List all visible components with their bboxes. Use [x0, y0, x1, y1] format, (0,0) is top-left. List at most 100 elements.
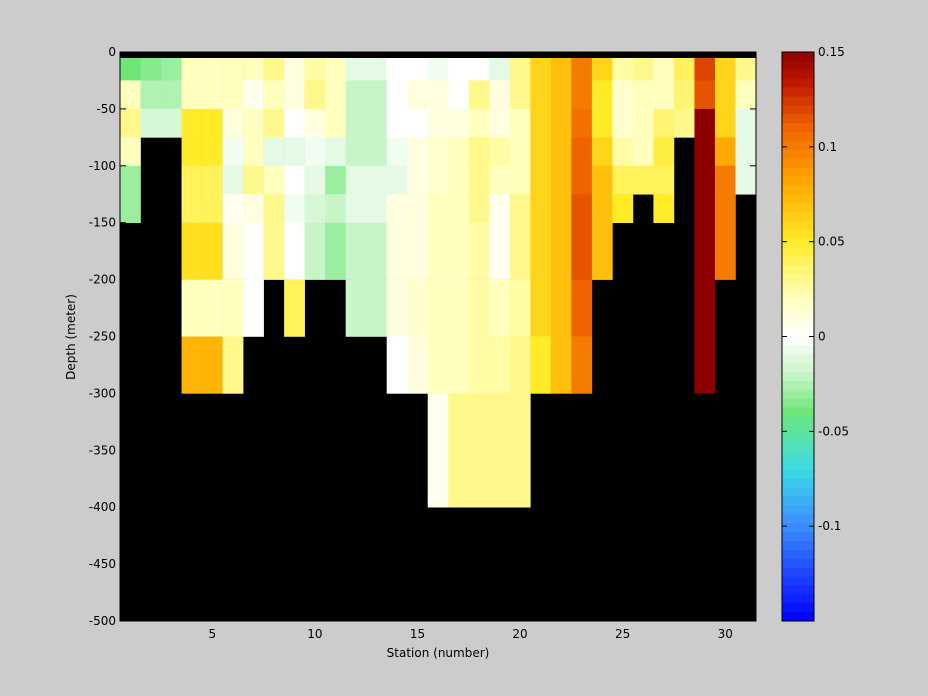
colorbar-band	[782, 60, 814, 71]
heatmap-cell	[509, 222, 531, 280]
heatmap-cell	[571, 137, 593, 167]
colorbar-tick-label: -0.05	[818, 424, 849, 438]
heatmap-cell	[304, 108, 326, 138]
heatmap-cell	[284, 137, 305, 167]
y-tick-label: -200	[89, 273, 116, 287]
heatmap-cell	[714, 165, 736, 195]
heatmap-cell	[140, 80, 162, 110]
heatmap-cell	[694, 279, 716, 337]
heatmap-cell	[632, 108, 654, 138]
colorbar-band	[782, 158, 814, 168]
heatmap-cell	[263, 108, 285, 138]
heatmap-cell	[489, 108, 511, 138]
colorbar-band	[782, 212, 814, 222]
heatmap-cell	[140, 108, 162, 138]
heatmap-cell	[386, 137, 408, 167]
heatmap-cell	[407, 80, 429, 110]
heatmap-cell	[448, 165, 470, 195]
heatmap-cell	[591, 222, 613, 280]
heatmap-cell	[509, 165, 531, 195]
heatmap-cell	[222, 222, 244, 280]
heatmap-cell	[694, 194, 716, 223]
y-axis-ticks: 0 -50 -100 -150 -200 -250 -300 -350 -400 -450 -500	[89, 45, 756, 628]
heatmap-cell	[366, 279, 388, 337]
colorbar-band	[782, 452, 814, 462]
heatmap-cell	[714, 108, 736, 138]
colorbar-band	[782, 185, 814, 195]
heatmap-cell	[222, 165, 244, 195]
colorbar-band	[782, 549, 814, 560]
heatmap-cell	[181, 222, 203, 280]
colorbar-band	[782, 523, 814, 533]
colorbar-band	[782, 52, 814, 62]
heatmap-cell	[325, 194, 346, 223]
colorbar-band	[782, 238, 814, 248]
heatmap-cell	[243, 222, 264, 280]
colorbar-band	[782, 132, 814, 142]
heatmap-cell	[386, 336, 408, 394]
heatmap-cell	[571, 194, 593, 223]
colorbar-band	[782, 363, 814, 373]
heatmap-cell	[735, 108, 757, 138]
heatmap-cell	[653, 137, 675, 167]
colorbar-band	[782, 149, 814, 160]
heatmap-cell	[612, 194, 634, 223]
heatmap-cell	[243, 80, 264, 110]
heatmap-cell	[407, 222, 429, 280]
colorbar-band	[782, 496, 814, 506]
heatmap-cell	[509, 393, 531, 508]
surface-band	[120, 52, 756, 58]
heatmap-cell	[591, 194, 613, 223]
heatmap-cell	[161, 57, 182, 81]
heatmap-cell	[345, 57, 367, 81]
heatmap-cell	[304, 57, 326, 81]
colorbar-band	[782, 345, 814, 355]
heatmap-cell	[489, 137, 511, 167]
colorbar-tick-label: 0.15	[818, 45, 845, 59]
heatmap-cell	[448, 80, 470, 110]
colorbar-band	[782, 300, 814, 311]
heatmap-cell	[120, 165, 141, 195]
x-tick-label: 30	[718, 627, 733, 641]
heatmap-cell	[202, 57, 223, 81]
heatmap-cell	[571, 165, 593, 195]
heatmap-cell	[694, 80, 716, 110]
x-tick-label: 15	[410, 627, 425, 641]
heatmap-cell	[427, 279, 449, 337]
colorbar-tick-label: -0.1	[818, 519, 841, 533]
heatmap-cell	[325, 80, 346, 110]
heatmap-cell	[714, 222, 736, 280]
heatmap-cell	[407, 57, 429, 81]
x-tick-label: 25	[615, 627, 630, 641]
colorbar-band	[782, 372, 814, 382]
heatmap-cell	[694, 336, 716, 394]
heatmap-cell	[366, 57, 388, 81]
colorbar-band	[782, 514, 814, 524]
heatmap-cell	[222, 336, 244, 394]
colorbar-band	[782, 327, 814, 337]
heatmap-cell	[181, 336, 203, 394]
heatmap-cell	[468, 57, 490, 81]
heatmap-cell	[366, 80, 388, 110]
heatmap-cell	[673, 80, 695, 110]
heatmap-cell	[202, 80, 223, 110]
heatmap-cell	[345, 279, 367, 337]
heatmap-cell	[632, 165, 654, 195]
heatmap-cell	[120, 57, 141, 81]
heatmap-cell	[181, 57, 203, 81]
colorbar-tick-label: 0	[818, 330, 826, 344]
plot-area: 5 10 15 20 25 30 0 -50 -100 -150 -200 -250 -300 -350…	[89, 45, 757, 641]
heatmap-cell	[468, 165, 490, 195]
heatmap-cell	[345, 222, 367, 280]
colorbar-tick-label: 0.05	[818, 235, 845, 249]
heatmap-cell	[325, 57, 346, 81]
heatmap-cell	[509, 137, 531, 167]
heatmap-cell	[284, 194, 305, 223]
heatmap-cell	[222, 108, 244, 138]
heatmap-cell	[222, 137, 244, 167]
heatmap-cell	[345, 165, 367, 195]
heatmap-cell	[448, 194, 470, 223]
heatmap-cell	[530, 165, 552, 195]
x-tick-label: 20	[512, 627, 527, 641]
heatmap-cell	[489, 336, 511, 394]
